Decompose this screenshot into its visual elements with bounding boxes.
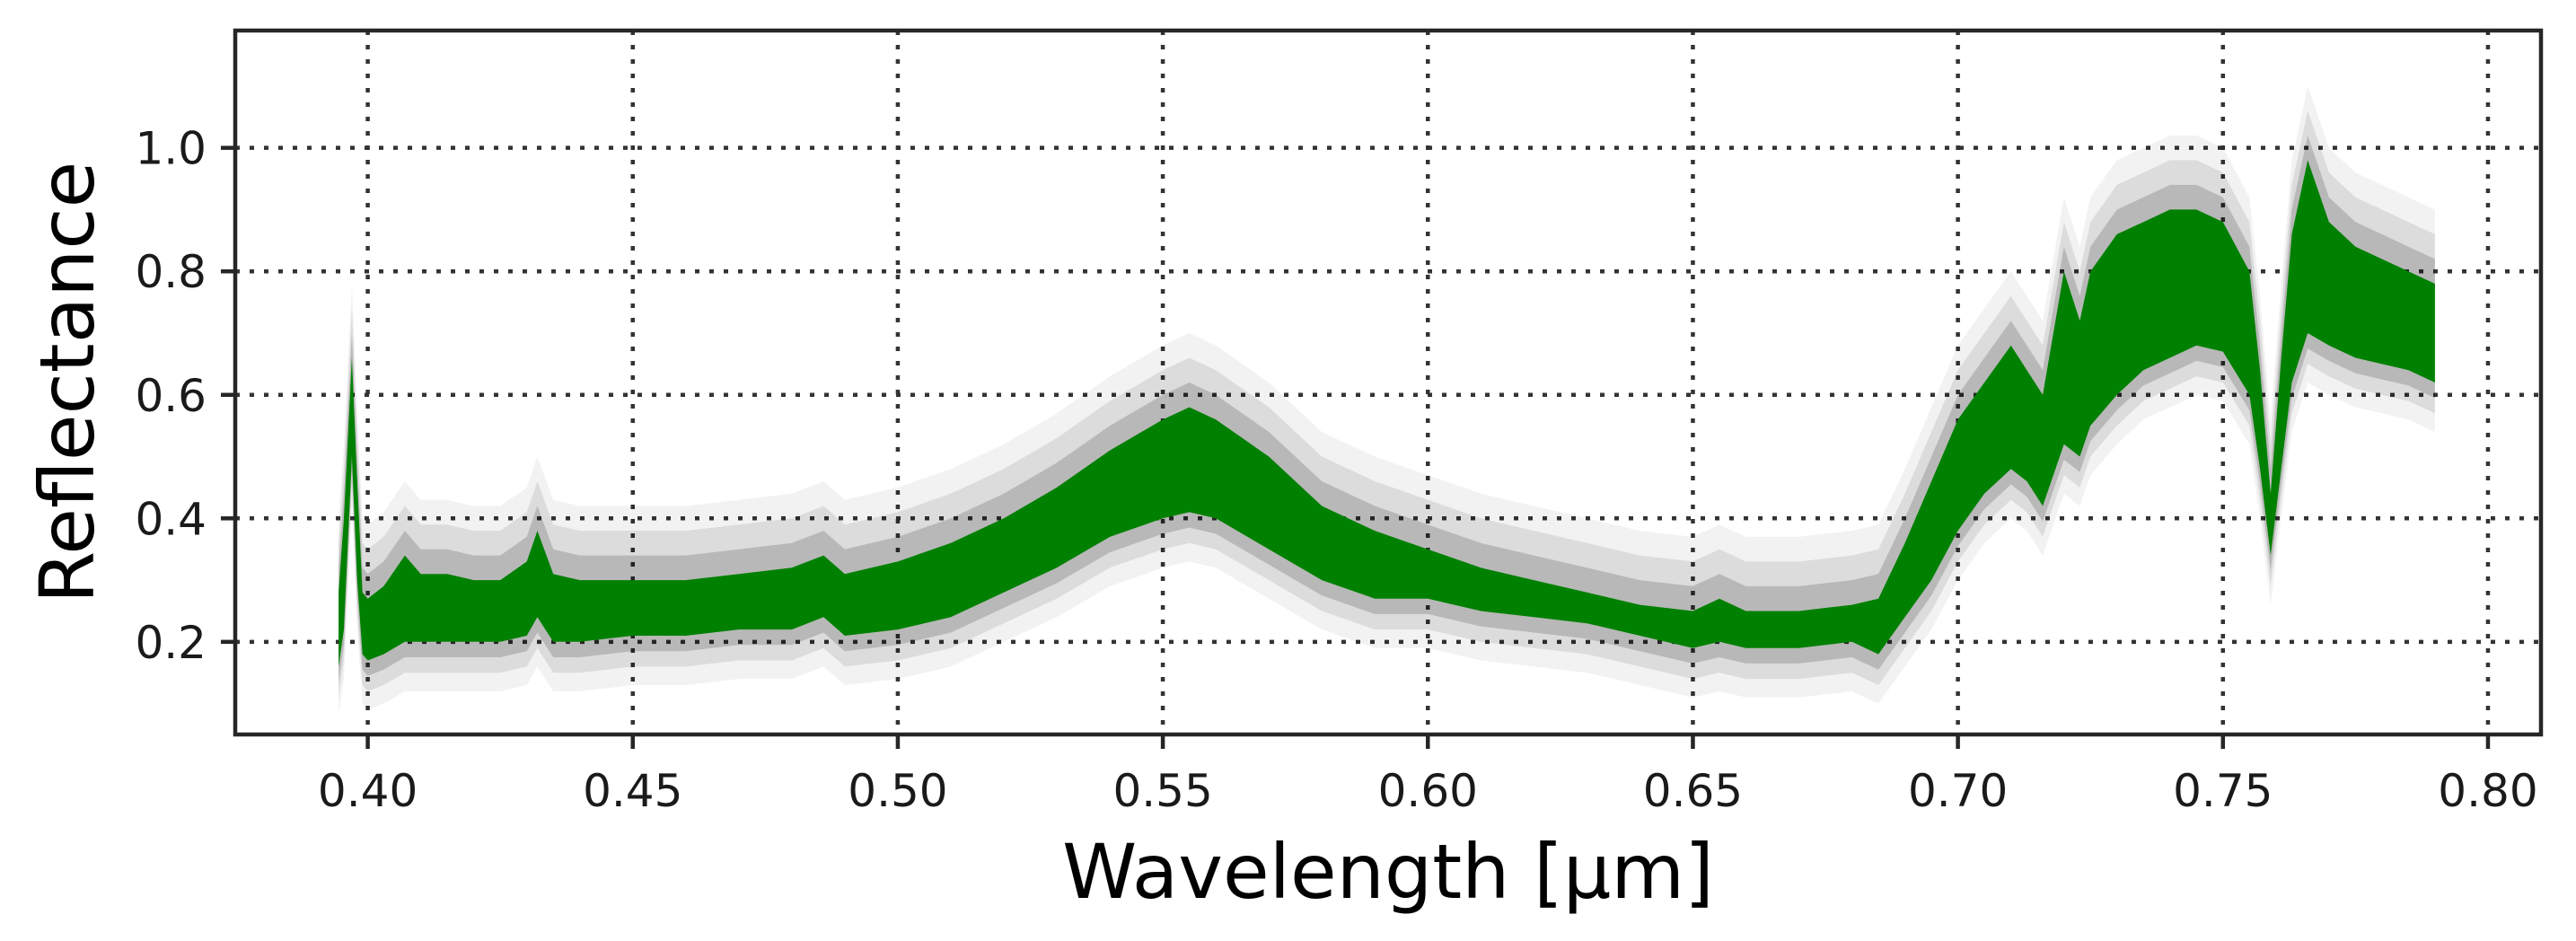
y-axis-title: Reflectance [23, 162, 111, 604]
y-tick-label: 0.2 [135, 617, 207, 669]
x-tick-label: 0.50 [848, 765, 947, 817]
x-tick-label: 0.55 [1112, 765, 1212, 817]
x-tick-label: 0.75 [2173, 765, 2273, 817]
y-tick-label: 0.8 [135, 246, 207, 298]
x-tick-label: 0.70 [1908, 765, 2008, 817]
x-tick-label: 0.45 [583, 765, 682, 817]
x-tick-label: 0.60 [1378, 765, 1478, 817]
grid [235, 31, 2541, 734]
y-tick-label: 0.4 [135, 493, 207, 545]
y-tick-label: 0.6 [135, 370, 207, 422]
reflectance-band [338, 85, 2435, 717]
x-tick-label: 0.80 [2438, 765, 2537, 817]
plot-frame [233, 28, 2544, 737]
axis-ticks: 0.40 0.45 0.50 0.55 0.60 0.65 0.70 0.75 0.80 0.2 0… [135, 123, 2537, 817]
y-tick-label: 1.0 [135, 123, 207, 175]
x-tick-label: 0.40 [318, 765, 418, 817]
reflectance-envelope [338, 160, 2435, 667]
x-tick-label: 0.65 [1643, 765, 1743, 817]
x-axis-title: Wavelength [μm] [1062, 828, 1714, 916]
